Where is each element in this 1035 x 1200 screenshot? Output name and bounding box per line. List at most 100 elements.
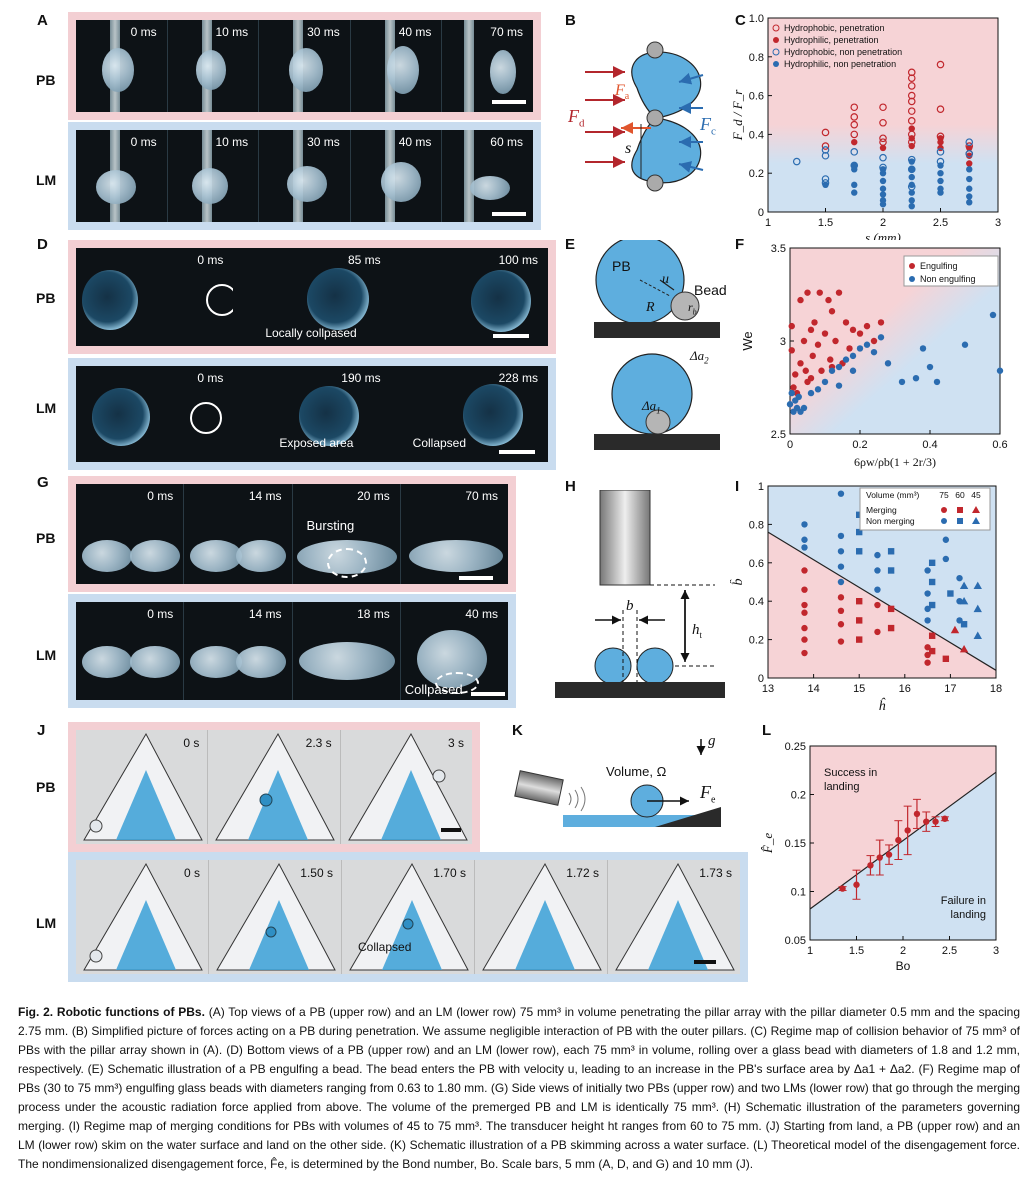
y-axis-label: F̂_e	[760, 833, 775, 854]
data-point	[802, 367, 809, 374]
data-point	[989, 311, 997, 319]
data-point	[973, 604, 982, 613]
data-point	[867, 862, 874, 869]
data-point	[908, 173, 915, 181]
annotation-failure: Failure in	[941, 895, 986, 907]
data-point	[908, 181, 915, 189]
data-point	[936, 105, 945, 113]
data-point	[809, 352, 816, 360]
y-tick-label: 3.5	[771, 243, 786, 255]
data-point	[842, 356, 850, 363]
data-point	[801, 609, 808, 616]
data-point	[797, 296, 804, 304]
data-point	[837, 594, 845, 601]
label-volume: Volume, Ω	[606, 764, 667, 779]
data-point	[879, 170, 887, 177]
y-tick-label: 2.5	[771, 429, 786, 441]
frame-image: 30 ms	[259, 20, 351, 112]
x-axis-label: Bo	[896, 959, 911, 973]
frame-image: 190 ms Exposed area	[279, 371, 381, 450]
panel-g-pb-strip: 0 ms 14 ms 20 ms Bursting 70 ms	[76, 484, 508, 584]
y-tick-label: 0.2	[749, 168, 764, 180]
data-point	[850, 103, 859, 112]
data-point	[874, 567, 881, 574]
row-label-lm: LM	[36, 400, 57, 416]
data-point	[928, 647, 936, 655]
data-point	[792, 371, 799, 378]
legend-marker	[957, 518, 963, 524]
data-point	[924, 567, 931, 574]
frame-image: 0 ms	[76, 248, 234, 346]
panel-d-lm-strip: 0 ms 190 ms Exposed area 228 ms Collapsed	[76, 366, 548, 462]
data-point	[807, 389, 815, 397]
data-point	[827, 356, 834, 363]
y-axis-label: We	[740, 331, 755, 350]
x-tick-label: 15	[853, 683, 865, 695]
data-point	[837, 532, 845, 540]
frame-image: 40 ms	[351, 130, 443, 222]
frame-image: 100 ms	[391, 248, 548, 346]
frame-image: 14 ms	[184, 602, 293, 700]
legend-column: 45	[971, 490, 981, 500]
data-point	[795, 393, 802, 400]
data-point	[839, 885, 846, 892]
data-point	[849, 367, 857, 374]
data-point	[877, 319, 885, 326]
caption-text: (A) Top views of a PB (upper row) and an…	[18, 1005, 1020, 1171]
x-axis-label: s (mm)	[865, 230, 901, 240]
legend-label: Hydrophobic, penetration	[784, 23, 885, 33]
panel-letter-d: D	[37, 236, 48, 253]
data-point	[879, 201, 887, 208]
data-point	[800, 337, 808, 345]
x-tick-label: 2	[900, 945, 906, 957]
legend-marker	[773, 61, 779, 67]
x-tick-label: 16	[899, 683, 911, 695]
data-point	[965, 150, 974, 158]
data-point	[828, 367, 836, 374]
legend-title: Volume (mm³)	[866, 490, 920, 500]
data-point	[786, 401, 794, 408]
data-point	[908, 166, 915, 173]
x-axis-label: 6ρw/ρb(1 + 2r/3)	[854, 455, 936, 469]
data-point	[835, 363, 843, 371]
data-point	[821, 151, 830, 160]
frame-image: 85 ms Locally collpased	[265, 253, 381, 340]
frame-image: 0 ms	[76, 366, 233, 462]
frame-image: 10 ms	[168, 20, 260, 112]
data-point	[879, 177, 887, 185]
data-point	[932, 818, 939, 825]
data-point	[928, 601, 936, 609]
data-point	[801, 567, 808, 574]
legend-label: Engulfing	[920, 261, 958, 271]
panel-letter-i: I	[735, 478, 740, 495]
data-point	[908, 197, 915, 204]
frame-image: 3 s	[340, 730, 472, 844]
x-tick-label: 0.2	[852, 439, 867, 451]
label-da2: Δa2	[690, 348, 709, 366]
data-point	[801, 636, 808, 643]
legend-box	[903, 255, 999, 287]
panel-e-schematic	[594, 240, 720, 450]
data-point	[908, 135, 915, 142]
annotation-failure: landing	[951, 909, 986, 921]
frame-image: 0 ms	[76, 484, 185, 584]
frame-image: 20 ms Bursting	[293, 484, 401, 584]
panel-j-lm-strip: 0 s 1.50 s 1.70 s Collapsed 1.72 s 1.73 s	[76, 860, 740, 974]
legend-row: Non merging	[866, 516, 915, 526]
x-tick-label: 0.6	[992, 439, 1007, 451]
data-point	[846, 345, 853, 352]
data-point	[926, 363, 934, 371]
data-point	[801, 601, 808, 609]
data-point	[851, 181, 858, 189]
panel-letter-b: B	[565, 12, 576, 29]
data-point	[821, 378, 829, 386]
data-point	[924, 590, 931, 597]
data-point	[849, 352, 857, 360]
label-ht: ht	[692, 622, 703, 640]
label-b: b	[626, 598, 634, 614]
data-point	[856, 511, 863, 518]
data-point	[966, 152, 973, 159]
data-point	[966, 166, 973, 173]
data-point	[801, 586, 808, 593]
data-point	[942, 655, 950, 662]
